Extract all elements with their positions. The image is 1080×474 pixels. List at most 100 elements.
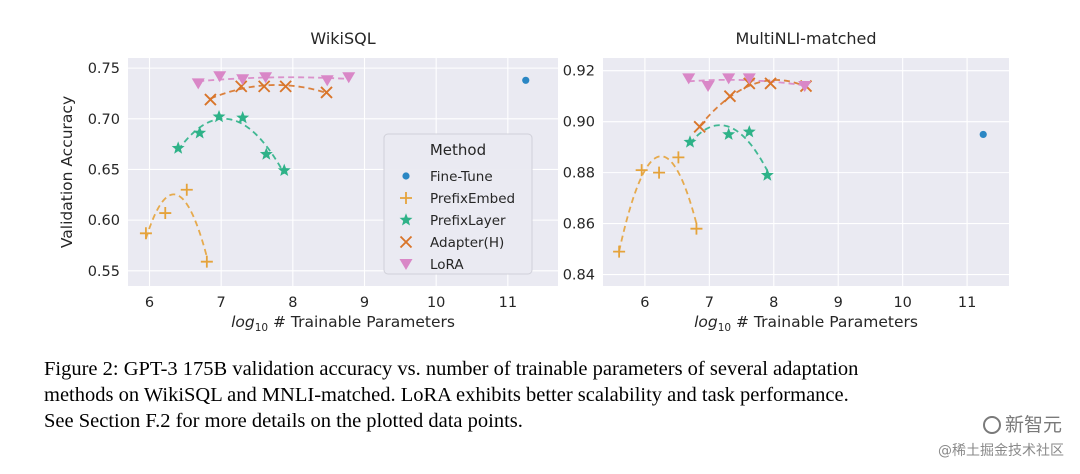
fit-curve-prefixlayer: [689, 124, 769, 172]
point-lora: [320, 75, 334, 87]
point-adapter-h: [235, 80, 248, 93]
y-tick-label: 0.55: [88, 264, 120, 280]
x-tick-label: 8: [769, 295, 778, 311]
fit-curve-adapter-h: [210, 84, 327, 100]
series-prefixembed: [139, 183, 213, 268]
point-lora: [798, 81, 812, 93]
x-tick-label: 11: [499, 295, 517, 311]
x-tick-label: 7: [705, 295, 714, 311]
point-adapter-h: [764, 77, 777, 90]
point-adapter-h: [257, 80, 271, 93]
y-tick-label: 0.60: [88, 213, 120, 229]
series-prefixlayer: [683, 125, 774, 181]
y-tick-label: 0.92: [563, 64, 595, 80]
legend-box: [383, 133, 533, 275]
point-prefixembed: [672, 151, 685, 164]
point-prefixembed: [690, 222, 703, 235]
point-lora: [342, 72, 356, 84]
point-prefixlayer: [683, 135, 697, 148]
x-tick-label: 10: [893, 295, 911, 311]
x-tick-label: 9: [834, 295, 843, 311]
legend-label-prefixembed: PrefixEmbed: [430, 191, 515, 207]
point-prefixlayer: [277, 163, 291, 176]
point-prefixembed: [139, 227, 152, 240]
legend-marker-lora: [399, 259, 413, 270]
x-axis-label-log: log: [231, 313, 255, 331]
point-lora: [236, 74, 250, 86]
point-lora: [701, 81, 715, 93]
chart-title: WikiSQL: [310, 29, 375, 48]
legend-title: Method: [430, 141, 486, 159]
x-tick-label: 10: [427, 295, 445, 311]
y-tick-label: 0.65: [88, 162, 120, 178]
point-lora: [191, 78, 205, 90]
legend-label-lora: LoRA: [430, 257, 464, 273]
x-axis-label: log10 # Trainable Parameters: [694, 313, 918, 334]
caption-line-1: Figure 2: GPT-3 175B validation accuracy…: [44, 358, 859, 380]
x-axis-label-rest: # Trainable Parameters: [731, 313, 918, 331]
point-prefixembed: [635, 164, 648, 177]
point-prefixembed: [159, 207, 172, 220]
chart-multinli: 6 7 8 9 10 11 0.84 0.86 0.88 0.90 0.92 MultiNLI-mat…: [563, 29, 1009, 334]
point-prefixlayer: [742, 125, 756, 138]
watermark-brand-text: 新智元: [1004, 414, 1062, 436]
point-prefixembed: [180, 183, 193, 196]
chart-wikisql: 6 7 8 9 10 110.550.600.650.700.75WikiSQLlog10…: [58, 29, 558, 334]
point-lora: [213, 71, 227, 83]
series-fine-tune: [979, 130, 987, 139]
point-prefixlayer: [193, 126, 207, 139]
series-prefixlayer: [171, 109, 291, 176]
watermark-source: @稀土掘金技术社区: [938, 443, 1064, 459]
plot-background: [603, 58, 1009, 286]
x-axis-label-rest: # Trainable Parameters: [268, 313, 455, 331]
watermark-brand: 新智元: [982, 410, 1062, 437]
legend-marker-prefixlayer: [399, 213, 413, 226]
point-prefixembed: [613, 245, 626, 258]
legend-marker-fine-tune: [402, 172, 410, 180]
series-fine-tune: [522, 76, 530, 84]
legend-marker-prefixembed: [400, 192, 412, 204]
point-prefixembed: [200, 255, 213, 268]
fit-curve-adapter-h: [698, 79, 807, 127]
x-tick-label: 9: [360, 295, 369, 311]
point-fine-tune: [522, 76, 530, 84]
point-prefixlayer: [760, 168, 774, 181]
point-adapter-h: [723, 90, 737, 103]
series-lora: [191, 71, 356, 90]
x-tick-label: 11: [958, 295, 976, 311]
point-prefixlayer: [171, 141, 185, 154]
wechat-icon: [982, 416, 1001, 434]
x-tick-label: 8: [288, 295, 297, 311]
figure-charts: 6 7 8 9 10 110.550.600.650.700.75WikiSQLlog10…: [58, 29, 1009, 334]
point-prefixlayer: [722, 127, 736, 140]
y-tick-label: 0.90: [563, 115, 595, 131]
y-tick-label: 0.88: [563, 166, 595, 182]
y-tick-label: 0.75: [88, 61, 120, 77]
legend-label-fine-tune: Fine-Tune: [430, 169, 493, 185]
series-adapter-h: [204, 80, 333, 106]
y-tick-label: 0.70: [88, 112, 120, 128]
point-prefixlayer: [212, 109, 226, 123]
series-prefixembed: [613, 151, 703, 258]
point-adapter-h: [320, 86, 333, 99]
point-prefixlayer: [236, 110, 250, 124]
chart-title: MultiNLI-matched: [735, 29, 876, 48]
x-tick-label: 7: [217, 295, 226, 311]
point-fine-tune: [979, 130, 987, 139]
legend-label-adapter-h: Adapter(H): [430, 235, 504, 251]
watermark: 新智元 @稀土掘金技术社区: [888, 404, 1068, 464]
point-adapter-h: [279, 80, 292, 93]
y-tick-label: 0.84: [563, 268, 595, 284]
point-adapter-h: [204, 93, 217, 106]
point-prefixlayer: [259, 147, 273, 160]
fit-curve-prefixembed: [618, 155, 698, 252]
point-lora: [722, 73, 736, 85]
legend-label-prefixlayer: PrefixLayer: [430, 213, 506, 229]
x-axis-label-sub: 10: [255, 322, 268, 334]
y-tick-label: 0.86: [563, 217, 595, 233]
x-axis-label-log: log: [694, 313, 718, 331]
point-lora: [259, 72, 273, 84]
caption-line-3: See Section F.2 for more details on the …: [44, 410, 523, 432]
x-tick-label: 6: [145, 295, 154, 311]
y-axis-label: Validation Accuracy: [58, 96, 76, 248]
